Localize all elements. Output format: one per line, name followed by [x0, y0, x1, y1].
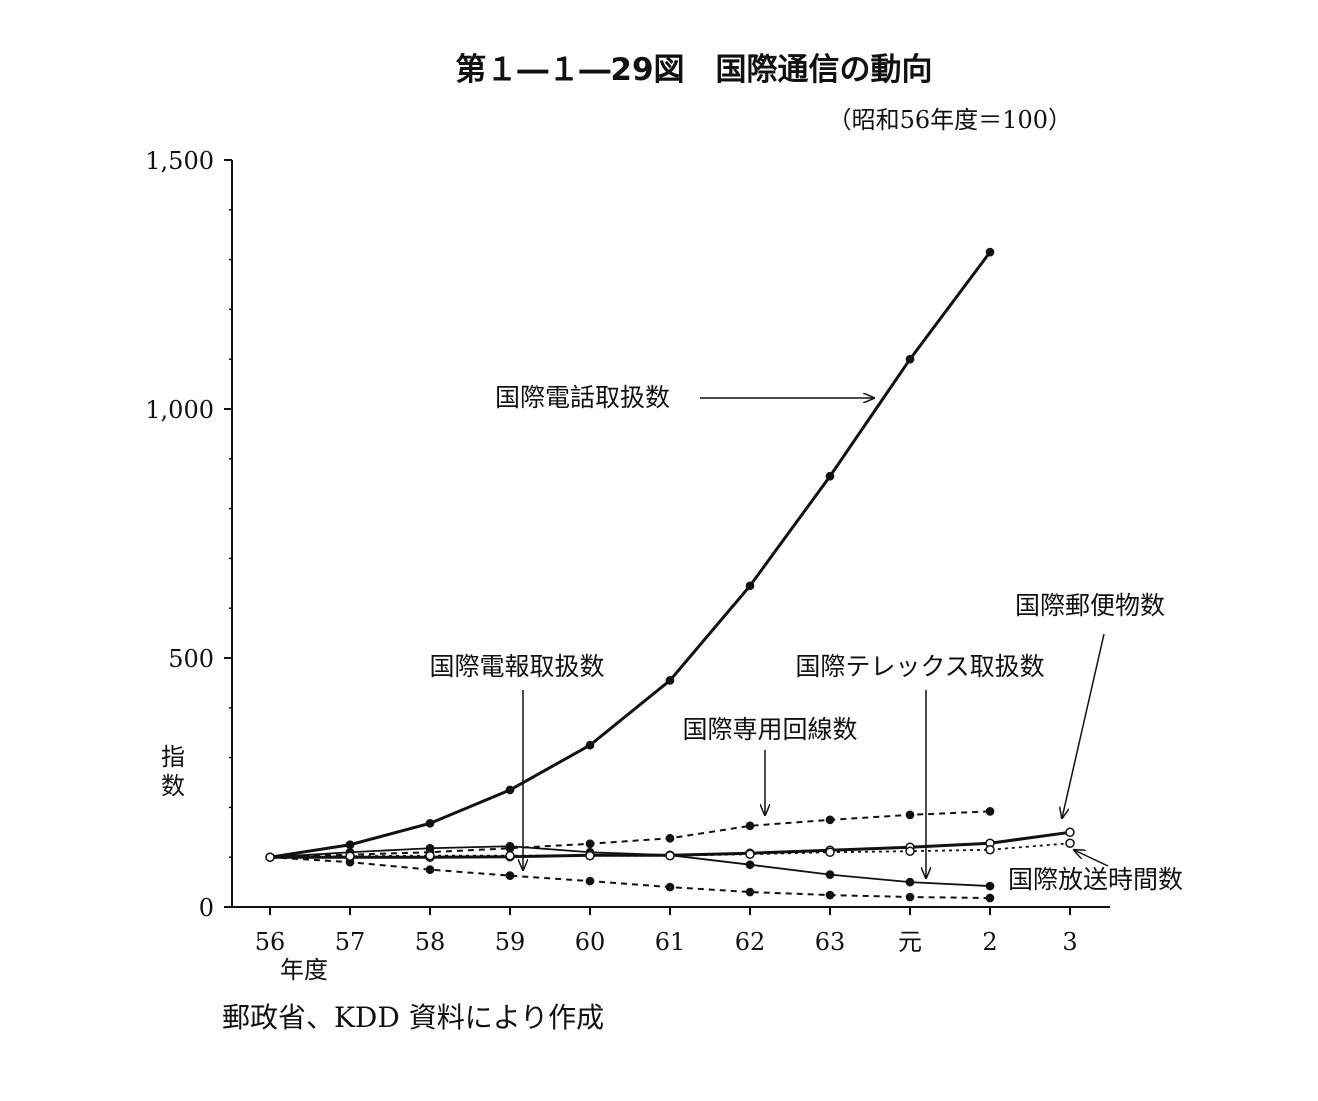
series-label-mail: 国際郵便物数 [1015, 591, 1165, 620]
series-line-telex [269, 845, 991, 887]
data-point-leased [905, 810, 915, 820]
annotation-arrow-broadcast [1074, 850, 1109, 867]
x-tick-label: 63 [815, 928, 846, 956]
series-label-leased: 国際専用回線数 [682, 715, 857, 744]
x-tick-label: 元 [898, 928, 922, 956]
x-tick-label: 58 [415, 928, 446, 956]
data-point-telegram [985, 893, 995, 903]
source-note: 郵政省、KDD 資料により作成 [222, 1001, 604, 1034]
data-point-leased [985, 807, 995, 816]
data-point-telephone [745, 581, 755, 591]
data-point-telex [905, 877, 915, 887]
data-point-telegram [425, 865, 435, 875]
data-point-broadcast [665, 850, 675, 861]
x-tick-label: 3 [1062, 928, 1077, 956]
data-point-leased [745, 821, 755, 831]
data-point-telex [425, 843, 435, 853]
data-point-mail [1065, 827, 1075, 838]
annotation-arrow-mail [1062, 633, 1105, 818]
data-point-leased [665, 833, 675, 843]
data-point-broadcast [825, 847, 835, 857]
y-axis-label-char: 数 [161, 772, 185, 800]
data-point-telephone [345, 840, 355, 850]
data-point-telephone [585, 740, 595, 750]
data-point-telephone [905, 354, 915, 364]
data-point-broadcast [345, 851, 355, 861]
series-label-broadcast: 国際放送時間数 [1008, 865, 1183, 894]
x-tick-label: 59 [495, 928, 526, 956]
x-tick-label: 62 [735, 928, 766, 956]
data-point-broadcast [985, 844, 995, 855]
series-line-telegram [269, 856, 991, 900]
x-tick-label: 57 [335, 928, 366, 956]
y-tick-label: 1,500 [145, 147, 214, 175]
data-point-broadcast [505, 850, 515, 861]
data-point-leased [825, 815, 835, 825]
series-label-telex: 国際テレックス取扱数 [795, 652, 1044, 681]
data-point-telephone [425, 818, 435, 828]
x-tick-label: 61 [655, 928, 686, 956]
y-tick-label: 500 [168, 645, 214, 673]
data-point-telegram [745, 887, 755, 897]
data-point-broadcast [905, 846, 915, 856]
series-group [265, 247, 1075, 903]
series-label-telephone: 国際電話取扱数 [495, 383, 670, 412]
data-point-telephone [825, 471, 835, 481]
x-tick-label: 56 [255, 928, 286, 956]
y-axis-label-char: 指 [161, 743, 185, 771]
data-point-telegram [505, 871, 515, 880]
data-point-broadcast [425, 850, 435, 861]
chart-title: 第１―１―29図 国際通信の動向 [455, 52, 932, 88]
data-point-telex [745, 860, 755, 870]
data-point-broadcast [1065, 838, 1075, 849]
series-line-telephone [269, 251, 992, 859]
data-point-telephone [665, 676, 675, 685]
data-point-broadcast [585, 850, 595, 861]
data-point-telegram [825, 890, 835, 900]
series-label-telegram: 国際電報取扱数 [429, 652, 604, 681]
data-point-telegram [585, 876, 595, 886]
data-point-telephone [505, 785, 515, 795]
series-broadcast [265, 838, 1075, 862]
data-point-telephone [985, 247, 995, 257]
y-tick-label: 1,000 [145, 396, 214, 424]
data-point-broadcast [745, 849, 755, 859]
y-ticks: 0 500 1,000 1,500 [145, 147, 232, 922]
data-point-telex [505, 841, 515, 851]
data-point-broadcast [265, 852, 275, 862]
data-point-leased [585, 839, 595, 849]
data-point-telegram [665, 882, 675, 892]
x-axis-label: 年度 [280, 956, 328, 984]
series-telex [265, 841, 995, 891]
data-point-telex [825, 870, 835, 879]
series-telephone [265, 247, 995, 862]
chart-subtitle: （昭和56年度＝100） [828, 106, 1072, 134]
y-tick-label: 0 [199, 894, 214, 922]
x-tick-label: 60 [575, 928, 606, 956]
y-axis-label: 指数 [161, 743, 185, 800]
data-point-telex [985, 881, 995, 891]
data-point-telegram [905, 892, 915, 902]
series-telegram [265, 852, 995, 903]
x-ticks: 56 57 58 59 60 61 62 63 元 2 3 [255, 907, 1078, 956]
x-tick-label: 2 [982, 928, 997, 956]
